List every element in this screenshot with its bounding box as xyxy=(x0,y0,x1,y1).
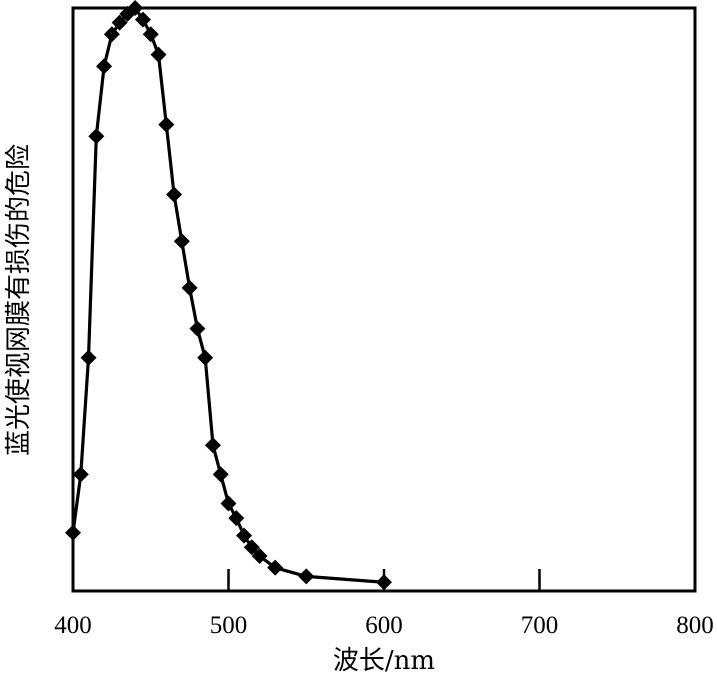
x-tick-label-800: 800 xyxy=(676,612,714,639)
data-point-465 xyxy=(166,186,183,203)
x-tick-label-500: 500 xyxy=(210,612,248,639)
data-point-500 xyxy=(220,495,237,512)
data-point-475 xyxy=(181,279,198,296)
data-point-530 xyxy=(267,559,284,576)
x-tick-label-700: 700 xyxy=(521,612,559,639)
x-axis-label: 波长/nm xyxy=(333,646,435,676)
series-line xyxy=(71,6,385,584)
data-point-450 xyxy=(142,26,159,43)
data-point-470 xyxy=(173,233,190,250)
y-axis-label: 蓝光使视网膜有损伤的危险 xyxy=(4,144,34,456)
data-point-425 xyxy=(103,26,120,43)
data-point-460 xyxy=(158,116,175,133)
data-point-440 xyxy=(127,0,144,16)
x-tick-label-400: 400 xyxy=(54,612,92,639)
data-point-550 xyxy=(298,568,315,585)
data-point-410 xyxy=(80,349,97,366)
data-point-415 xyxy=(88,128,105,145)
data-point-600 xyxy=(376,574,392,591)
data-point-515 xyxy=(243,539,260,556)
data-point-430 xyxy=(111,14,128,31)
data-point-455 xyxy=(150,46,167,63)
data-point-490 xyxy=(204,437,221,454)
data-point-405 xyxy=(72,466,89,483)
data-point-510 xyxy=(236,527,253,544)
data-point-485 xyxy=(197,349,214,366)
data-point-400 xyxy=(65,524,81,541)
x-axis-tick-labels: 400 500 600 700 800 xyxy=(54,612,714,639)
plot-frame xyxy=(71,6,697,593)
data-point-445 xyxy=(134,11,151,28)
data-point-520 xyxy=(251,548,268,565)
data-point-495 xyxy=(212,466,229,483)
data-point-480 xyxy=(189,320,206,337)
x-tick-label-600: 600 xyxy=(365,612,403,639)
data-points xyxy=(65,0,392,591)
data-point-505 xyxy=(228,510,245,527)
data-point-420 xyxy=(96,58,113,75)
